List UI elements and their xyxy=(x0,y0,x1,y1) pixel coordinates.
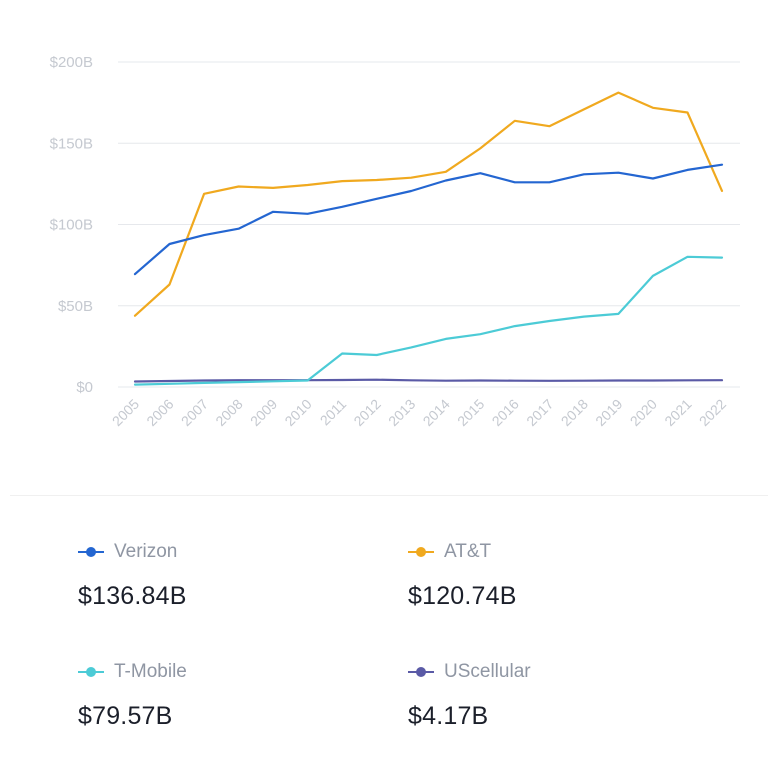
x-tick-label: 2011 xyxy=(317,396,350,429)
legend-marker-icon xyxy=(408,666,434,678)
divider xyxy=(10,495,768,496)
x-tick-label: 2006 xyxy=(143,396,176,429)
legend-name: UScellular xyxy=(444,661,531,682)
series-line-verizon xyxy=(133,163,724,276)
x-tick-label: 2009 xyxy=(247,396,280,429)
x-tick-label: 2012 xyxy=(350,396,383,429)
legend-value: $79.57B xyxy=(78,702,173,730)
legend-item-att[interactable]: AT&T $120.74B xyxy=(408,540,708,611)
x-tick-label: 2020 xyxy=(627,396,660,429)
legend-marker-icon xyxy=(78,666,104,678)
series-line-at-t xyxy=(133,91,724,317)
legend-name: T-Mobile xyxy=(114,661,187,682)
y-tick-label: $0 xyxy=(76,379,93,396)
x-tick-label: 2016 xyxy=(489,396,522,429)
y-tick-label: $150B xyxy=(50,135,93,152)
line-chart: $0 $50B $100B $150B $200B 2005 2006 2007 2008 200… xyxy=(50,54,740,429)
legend-marker-icon xyxy=(408,546,434,558)
y-tick-label: $50B xyxy=(58,298,93,315)
legend-value: $136.84B xyxy=(78,582,187,610)
x-tick-label: 2022 xyxy=(696,396,729,429)
x-tick-label: 2008 xyxy=(212,396,245,429)
x-tick-label: 2017 xyxy=(523,396,556,429)
x-tick-label: 2007 xyxy=(178,396,211,429)
legend-item-uscellular[interactable]: UScellular $4.17B xyxy=(408,660,708,731)
x-tick-label: 2018 xyxy=(558,396,591,429)
x-tick-label: 2010 xyxy=(281,396,314,429)
series-line-t-mobile xyxy=(133,255,724,386)
x-tick-label: 2021 xyxy=(661,396,694,429)
legend-value: $120.74B xyxy=(408,582,517,610)
x-tick-label: 2005 xyxy=(109,396,142,429)
legend-marker-icon xyxy=(78,546,104,558)
x-tick-label: 2013 xyxy=(385,396,418,429)
legend-name: Verizon xyxy=(114,541,178,562)
legend-value: $4.17B xyxy=(408,702,489,730)
chart-area: $0 $50B $100B $150B $200B 2005 2006 2007 2008 200… xyxy=(50,54,740,429)
series-line-uscellular xyxy=(133,378,724,383)
legend: Verizon $136.84B AT&T $120.74B T-Mobile xyxy=(0,540,778,760)
x-tick-label: 2014 xyxy=(420,396,453,429)
legend-name: AT&T xyxy=(444,541,492,562)
legend-item-verizon[interactable]: Verizon $136.84B xyxy=(78,540,378,611)
x-tick-label: 2019 xyxy=(592,396,625,429)
y-tick-label: $100B xyxy=(50,217,93,234)
y-tick-label: $200B xyxy=(50,54,93,71)
legend-item-t-mobile[interactable]: T-Mobile $79.57B xyxy=(78,660,378,731)
x-tick-label: 2015 xyxy=(454,396,487,429)
